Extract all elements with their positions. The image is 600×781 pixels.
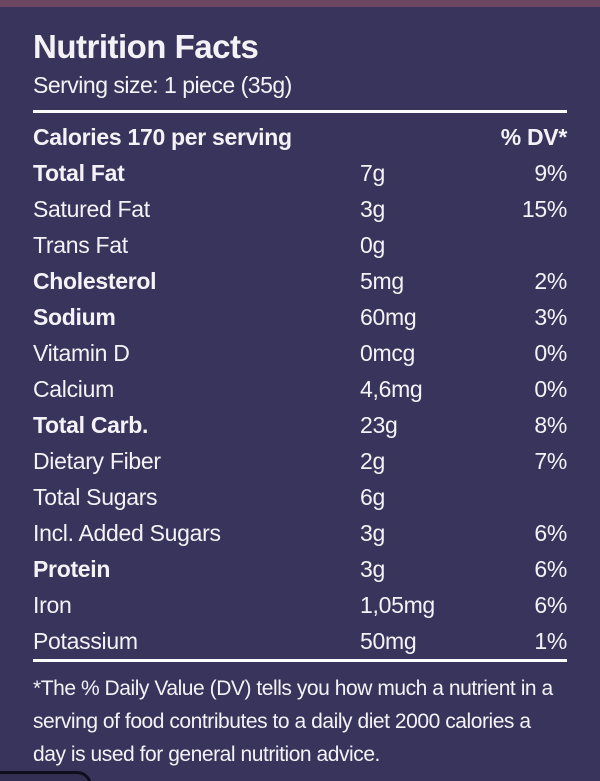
nutrient-dv: 2%	[534, 267, 567, 294]
nutrient-name: Incl. Added Sugars	[33, 519, 221, 546]
top-accent-strip	[0, 0, 600, 7]
nutrient-amount: 1,05mg	[360, 591, 435, 618]
serving-size: Serving size: 1 piece (35g)	[33, 72, 292, 98]
nutrient-name: Cholesterol	[33, 267, 157, 294]
label-title: Nutrition Facts	[33, 28, 259, 65]
nutrient-name: Total Sugars	[33, 483, 158, 510]
nutrient-row: Incl. Added Sugars 3g 6%	[33, 515, 567, 551]
nutrient-amount: 5mg	[360, 267, 404, 294]
nutrient-dv: 8%	[534, 411, 567, 438]
nutrient-amount: 23g	[360, 411, 398, 438]
nutrient-amount: 6g	[360, 483, 385, 510]
nutrient-name: Satured Fat	[33, 195, 150, 222]
nutrient-amount: 3g	[360, 195, 385, 222]
nutrient-amount: 50mg	[360, 627, 417, 654]
nutrient-amount: 3g	[360, 555, 385, 582]
nutrient-row: Trans Fat 0g	[33, 227, 567, 263]
divider-top	[33, 110, 567, 113]
nutrient-dv: 0%	[534, 339, 567, 366]
divider-bottom	[33, 659, 567, 662]
dv-header: % DV*	[500, 123, 568, 150]
nutrient-dv: 3%	[534, 303, 567, 330]
nutrient-row: Total Fat 7g 9%	[33, 155, 567, 191]
nutrient-row: Satured Fat 3g 15%	[33, 191, 567, 227]
nutrient-dv: 1%	[534, 627, 567, 654]
nutrient-name: Total Fat	[33, 159, 125, 186]
nutrient-row: Total Sugars 6g	[33, 479, 567, 515]
dv-footnote: *The % Daily Value (DV) tells you how mu…	[33, 677, 553, 766]
nutrient-row: Protein 3g 6%	[33, 551, 567, 587]
calories-header: Calories 170 per serving	[33, 123, 292, 150]
nutrient-rows: Total Fat 7g 9% Satured Fat 3g 15% Trans…	[33, 155, 567, 659]
nutrient-dv: 9%	[534, 159, 567, 186]
nutrient-name: Calcium	[33, 375, 114, 402]
nutrient-name: Dietary Fiber	[33, 447, 161, 474]
nutrient-name: Protein	[33, 555, 111, 582]
label-content: Nutrition Facts Serving size: 1 piece (3…	[0, 27, 600, 771]
nutrient-amount: 4,6mg	[360, 375, 423, 402]
nutrient-name: Vitamin D	[33, 339, 130, 366]
nutrient-amount: 0g	[360, 231, 385, 258]
nutrition-table: Calories 170 per serving % DV* Total Fat…	[33, 119, 567, 659]
nutrient-row: Cholesterol 5mg 2%	[33, 263, 567, 299]
nutrient-name: Sodium	[33, 303, 116, 330]
nutrient-name: Iron	[33, 591, 72, 618]
nutrient-amount: 3g	[360, 519, 385, 546]
nutrient-dv: 6%	[534, 555, 567, 582]
nutrient-name: Trans Fat	[33, 231, 128, 258]
nutrient-row: Iron 1,05mg 6%	[33, 587, 567, 623]
nutrient-dv: 7%	[534, 447, 567, 474]
nutrient-row: Total Carb. 23g 8%	[33, 407, 567, 443]
nutrient-name: Total Carb.	[33, 411, 149, 438]
nutrient-row: Potassium 50mg 1%	[33, 623, 567, 659]
nutrient-amount: 60mg	[360, 303, 417, 330]
nutrient-amount: 7g	[360, 159, 385, 186]
table-header-row: Calories 170 per serving % DV*	[33, 119, 567, 155]
partial-rounded-button[interactable]	[0, 771, 92, 781]
nutrient-row: Vitamin D 0mcg 0%	[33, 335, 567, 371]
nutrient-row: Dietary Fiber 2g 7%	[33, 443, 567, 479]
nutrient-dv: 0%	[534, 375, 567, 402]
nutrient-amount: 0mcg	[360, 339, 416, 366]
nutrient-dv: 6%	[534, 519, 567, 546]
nutrient-row: Calcium 4,6mg 0%	[33, 371, 567, 407]
nutrient-name: Potassium	[33, 627, 138, 654]
nutrient-dv: 6%	[534, 591, 567, 618]
nutrient-dv: 15%	[521, 195, 567, 222]
nutrient-row: Sodium 60mg 3%	[33, 299, 567, 335]
nutrient-amount: 2g	[360, 447, 385, 474]
